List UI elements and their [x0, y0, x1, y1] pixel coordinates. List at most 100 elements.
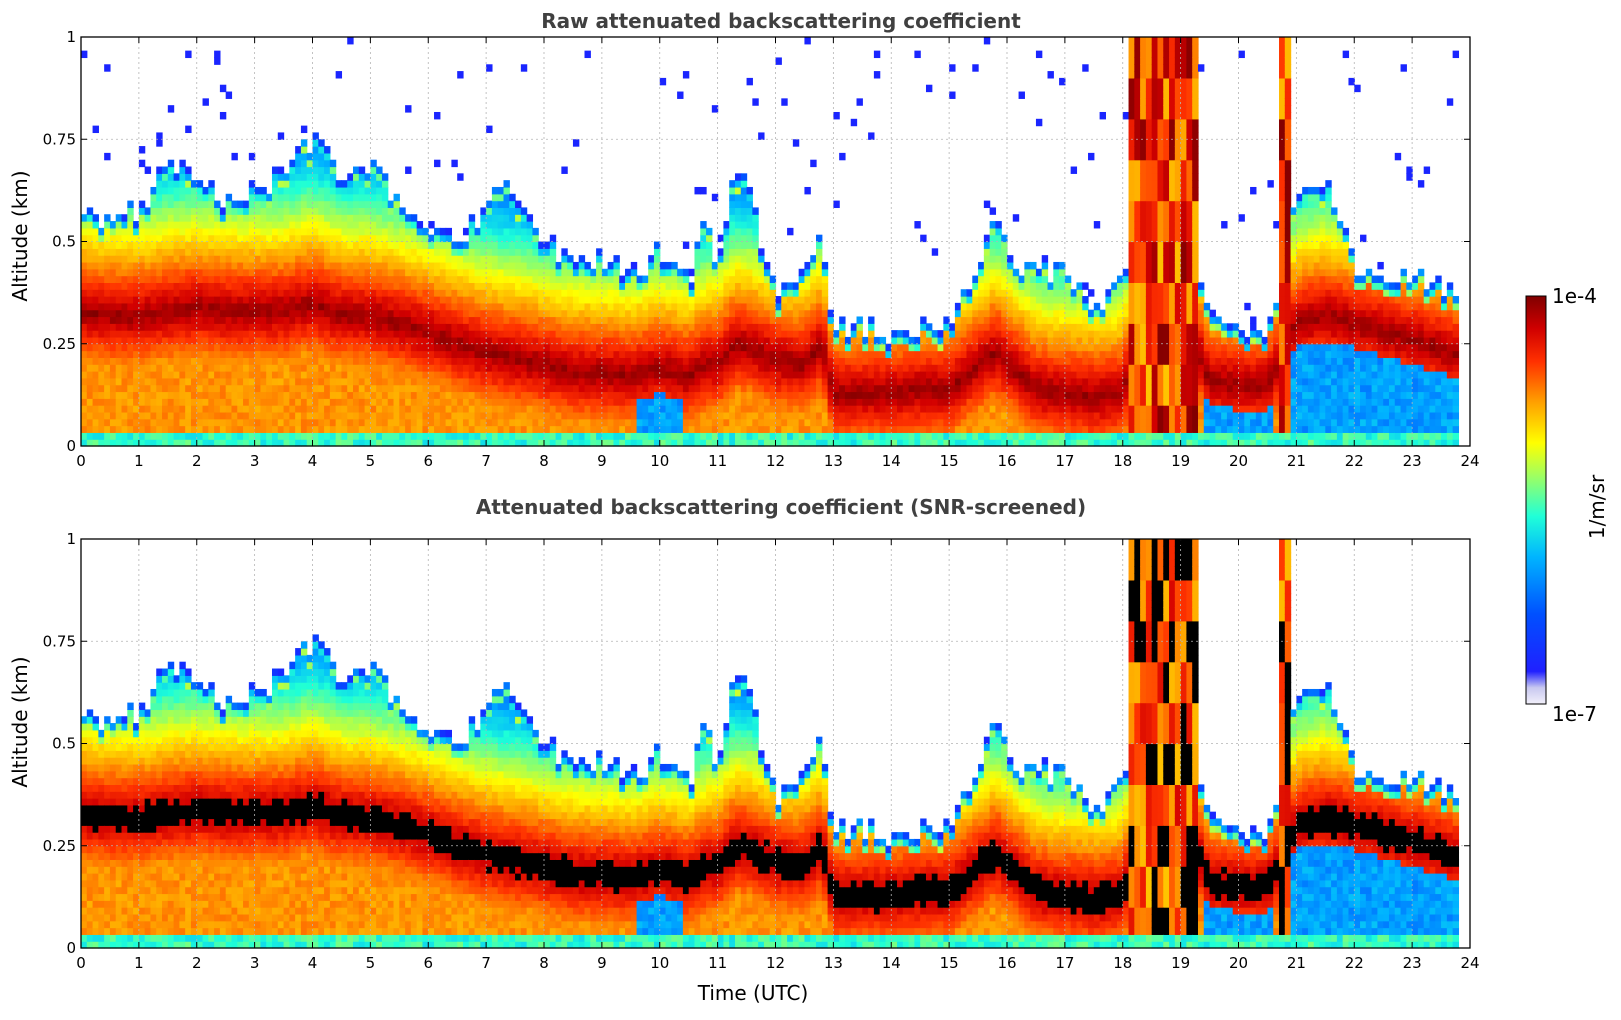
- heatmap-cell: [734, 214, 742, 222]
- heatmap-cell: [653, 405, 661, 413]
- heatmap-cell: [138, 207, 146, 215]
- heatmap-cell: [567, 330, 574, 338]
- heatmap-cell: [937, 384, 944, 393]
- heatmap-cell: [503, 330, 510, 338]
- heatmap-cell: [596, 398, 603, 406]
- heatmap-cell: [613, 425, 620, 433]
- heatmap-cell: [515, 418, 522, 427]
- heatmap-cell: [196, 316, 204, 324]
- heatmap-cell: [856, 336, 863, 345]
- heatmap-cell: [144, 323, 152, 331]
- heatmap-cell: [983, 309, 991, 318]
- heatmap-cell: [844, 336, 852, 345]
- heatmap-cell: [694, 330, 701, 338]
- heatmap-cell: [393, 425, 400, 433]
- heatmap-cell: [839, 384, 846, 393]
- heatmap-cell: [243, 302, 250, 311]
- heatmap-cell: [162, 432, 169, 440]
- heatmap-cell: [434, 323, 441, 331]
- heatmap-cell: [544, 432, 551, 440]
- heatmap-cell: [711, 323, 719, 331]
- heatmap-cell: [717, 330, 725, 338]
- heatmap-cell: [109, 398, 117, 406]
- heatmap-cell: [700, 364, 707, 372]
- heatmap-cell: [92, 227, 99, 236]
- heatmap-cell: [98, 282, 105, 290]
- heatmap-cell: [335, 302, 343, 311]
- heatmap-cell: [312, 132, 319, 140]
- heatmap-cell: [283, 439, 290, 447]
- heatmap-cell: [156, 350, 163, 358]
- heatmap-cell: [816, 248, 823, 256]
- heatmap-cell: [190, 214, 198, 222]
- heatmap-cell: [642, 432, 649, 440]
- heatmap-cell: [682, 432, 690, 440]
- heatmap-cell: [341, 425, 348, 433]
- heatmap-cell: [468, 268, 476, 277]
- heatmap-cell: [503, 357, 510, 365]
- heatmap-cell: [526, 323, 534, 331]
- heatmap-cell: [445, 336, 452, 345]
- heatmap-cell: [978, 282, 985, 290]
- heatmap-cell: [491, 425, 499, 433]
- heatmap-cell: [300, 323, 308, 331]
- heatmap-cell: [214, 248, 221, 256]
- heatmap-cell: [81, 418, 88, 427]
- heatmap-cell: [526, 432, 534, 440]
- heatmap-cell: [671, 371, 678, 379]
- heatmap-cell: [329, 425, 337, 433]
- heatmap-cell: [277, 343, 285, 352]
- heatmap-cell: [798, 398, 806, 406]
- heatmap-cell: [405, 371, 412, 379]
- heatmap-cell: [538, 323, 545, 331]
- heatmap-cell: [399, 343, 406, 352]
- heatmap-cell: [480, 371, 487, 379]
- heatmap-cell: [804, 371, 811, 379]
- heatmap-cell: [486, 343, 493, 352]
- heatmap-cell: [665, 364, 672, 372]
- heatmap-cell: [925, 439, 933, 447]
- heatmap-cell: [127, 418, 134, 427]
- heatmap-cell: [810, 343, 817, 352]
- heatmap-cell: [271, 248, 279, 256]
- heatmap-cell: [306, 180, 314, 188]
- heatmap-cell: [503, 405, 510, 413]
- heatmap-cell: [943, 411, 950, 420]
- heatmap-cell: [839, 439, 846, 447]
- heatmap-cell: [717, 289, 725, 297]
- heatmap-cell: [353, 234, 360, 243]
- heatmap-cell: [607, 268, 615, 277]
- heatmap-cell: [532, 330, 539, 338]
- heatmap-cell: [231, 377, 238, 386]
- heatmap-cell: [601, 350, 609, 358]
- heatmap-cell: [387, 336, 395, 345]
- heatmap-cell: [439, 405, 447, 413]
- heatmap-cell: [173, 261, 180, 270]
- heatmap-cell: [972, 282, 979, 290]
- heatmap-cell: [306, 384, 314, 393]
- heatmap-cell: [329, 200, 337, 209]
- heatmap-cell: [364, 405, 371, 413]
- heatmap-cell: [98, 357, 105, 365]
- heatmap-cell: [648, 377, 655, 386]
- heatmap-cell: [989, 371, 997, 379]
- heatmap-cell: [283, 221, 290, 229]
- heatmap-cell: [474, 261, 481, 270]
- panel-title: Raw attenuated backscattering coefficien…: [541, 9, 1021, 33]
- heatmap-cell: [428, 316, 435, 324]
- heatmap-cell: [804, 425, 811, 433]
- heatmap-cell: [381, 193, 389, 202]
- heatmap-cell: [312, 377, 319, 386]
- heatmap-cell: [729, 411, 736, 420]
- heatmap-cell: [474, 425, 481, 433]
- heatmap-cell: [949, 323, 956, 331]
- heatmap-cell: [879, 364, 887, 372]
- heatmap-cell: [954, 439, 962, 447]
- heatmap-cell: [787, 418, 794, 427]
- heatmap-cell: [549, 309, 557, 318]
- heatmap-cell: [625, 439, 632, 447]
- heatmap-cell: [983, 336, 991, 345]
- heatmap-cell: [347, 255, 354, 263]
- heatmap-cell: [156, 193, 163, 202]
- heatmap-cell: [173, 330, 180, 338]
